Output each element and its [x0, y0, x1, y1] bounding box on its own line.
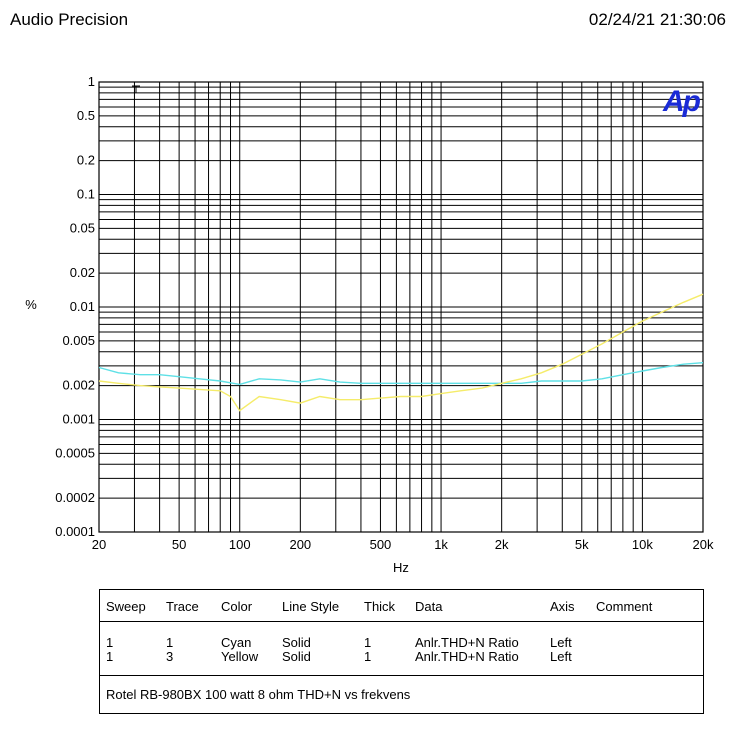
x-tick-label: 5k	[575, 537, 589, 552]
series-line-2	[98, 293, 704, 412]
legend-cell: 1	[364, 635, 372, 650]
x-tick-label: 200	[289, 537, 311, 552]
legend-cell: Color	[221, 599, 253, 614]
y-tick-label: 0.05	[70, 220, 95, 235]
legend-cell: Thick	[364, 599, 396, 614]
legend-cell: 1	[364, 649, 372, 664]
x-tick-label: 500	[370, 537, 392, 552]
legend-cell: Axis	[550, 599, 575, 614]
thd-chart: 1 0.5 0.2 0.1 0.05 0.02 0.01 0.005 0.002 0.001 0.0…	[25, 74, 714, 575]
cursor-marker	[132, 85, 140, 93]
x-tick-label: 20	[92, 537, 106, 552]
x-tick-label: 2k	[495, 537, 509, 552]
y-tick-label: 0.5	[77, 108, 95, 123]
plot-frame	[98, 81, 704, 533]
header-title: Audio Precision	[10, 10, 129, 29]
legend-table: Sweep Trace Color Line Style Thick Data Axis Co…	[99, 589, 704, 714]
x-tick-label: 50	[172, 537, 186, 552]
legend-divider	[100, 675, 703, 676]
y-tick-label: 0.2	[77, 153, 95, 168]
legend-cell: 3	[166, 649, 174, 664]
y-tick-label: 0.002	[62, 378, 95, 393]
legend-cell: Data	[415, 599, 443, 614]
legend-cell: Line Style	[282, 599, 340, 614]
y-axis-label: %	[25, 297, 37, 312]
x-tick-label: 100	[229, 537, 251, 552]
x-tick-label: 1k	[434, 537, 448, 552]
legend-cell: Solid	[282, 649, 311, 664]
x-tick-label: 20k	[693, 537, 714, 552]
legend-cell: 1	[106, 649, 114, 664]
legend-cell: Left	[550, 635, 572, 650]
legend-comment: Rotel RB-980BX 100 watt 8 ohm THD+N vs f…	[106, 687, 411, 702]
y-tick-label: 0.005	[62, 333, 95, 348]
y-tick-label: 0.02	[70, 265, 95, 280]
legend-divider	[100, 621, 703, 622]
y-tick-label: 0.0002	[55, 490, 95, 505]
y-tick-label: 0.1	[77, 187, 95, 202]
legend-cell: Anlr.THD+N Ratio	[415, 649, 519, 664]
y-tick-label: 0.0005	[55, 445, 95, 460]
legend-cell: Left	[550, 649, 572, 664]
legend-cell: Solid	[282, 635, 311, 650]
y-tick-label: 0.001	[62, 412, 95, 427]
y-tick-label: 0.01	[70, 299, 95, 314]
legend-cell: Yellow	[221, 649, 259, 664]
y-tick-label: 1	[88, 74, 95, 89]
legend-cell: Comment	[596, 599, 653, 614]
legend-cell: Trace	[166, 599, 199, 614]
legend-cell: 1	[166, 635, 174, 650]
x-axis-label: Hz	[393, 560, 409, 575]
ap-logo: Ap	[662, 85, 701, 118]
header-timestamp: 02/24/21 21:30:06	[588, 10, 726, 29]
legend-cell: Sweep	[106, 599, 146, 614]
legend-cell: Cyan	[221, 635, 252, 650]
legend-cell: Anlr.THD+N Ratio	[415, 635, 519, 650]
y-tick-label: 0.0001	[55, 524, 95, 539]
x-tick-label: 10k	[632, 537, 653, 552]
series-line-1	[98, 362, 704, 386]
legend-cell: 1	[106, 635, 114, 650]
